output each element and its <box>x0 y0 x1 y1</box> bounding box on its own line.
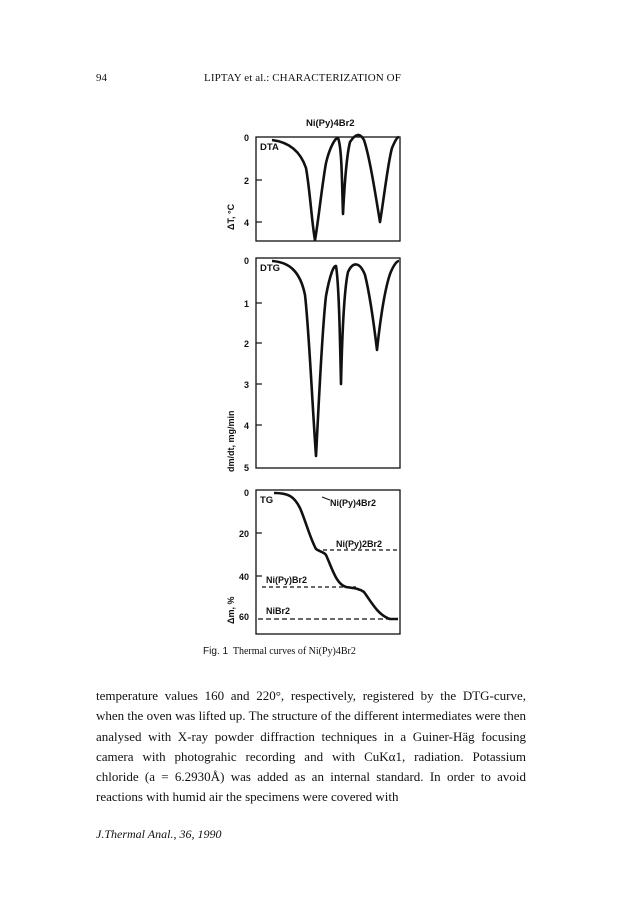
tg-curve <box>273 491 398 621</box>
dta-axis-label: ΔT, °C <box>226 203 236 230</box>
dtg-tick-0: 0 <box>244 256 249 266</box>
page-number: 94 <box>96 72 107 84</box>
figure-caption: Fig. 1 Thermal curves of Ni(Py)4Br2 <box>203 646 356 657</box>
dta-tick-0: 0 <box>244 133 249 143</box>
dta-panel-label: DTA <box>260 142 279 153</box>
dtg-tick-1: 1 <box>244 299 249 309</box>
tg-annotation-ni-py4-br2: Ni(Py)4Br2 <box>330 498 376 508</box>
dtg-tick-5: 5 <box>244 463 249 473</box>
tg-annotation-nibr2: NiBr2 <box>266 606 290 616</box>
dtg-axis-label: dm/dt, mg/min <box>226 411 236 473</box>
dtg-tick-2: 2 <box>244 339 249 349</box>
tg-panel-label: TG <box>260 495 273 506</box>
tg-tick-0: 0 <box>244 488 249 498</box>
figure-caption-text: Thermal curves of Ni(Py)4Br2 <box>232 646 356 657</box>
dta-tick-2: 2 <box>244 176 249 186</box>
dtg-frame <box>255 257 401 469</box>
dta-panel: DTA 0 2 4 ΔT, °C <box>226 133 401 242</box>
tg-annotation-ni-py2-br2: Ni(Py)2Br2 <box>336 539 382 549</box>
dtg-panel-label: DTG <box>260 263 280 274</box>
running-title: LIPTAY et al.: CHARACTERIZATION OF <box>204 72 401 84</box>
dtg-curve <box>271 259 400 458</box>
dta-curve <box>271 133 400 242</box>
tg-annotation-ni-py-br2: Ni(Py)Br2 <box>266 575 307 585</box>
tg-tick-20: 20 <box>239 529 249 539</box>
tg-tick-40: 40 <box>239 572 249 582</box>
tg-frame <box>255 489 401 635</box>
dtg-tick-4: 4 <box>244 421 249 431</box>
figure-caption-label: Fig. 1 <box>203 646 229 657</box>
dta-tick-4: 4 <box>244 218 249 228</box>
journal-footer: J.Thermal Anal., 36, 1990 <box>96 827 222 841</box>
dtg-tick-3: 3 <box>244 380 249 390</box>
tg-tick-60: 60 <box>239 612 249 622</box>
tg-panel: TG 0 20 40 60 Δm, % Ni(Py)4Br2 Ni(Py)2Br… <box>226 488 401 635</box>
tg-axis-label: Δm, % <box>226 597 236 624</box>
body-paragraph: temperature values 160 and 220°, respect… <box>96 688 526 805</box>
figure-compound-label: Ni(Py)4Br2 <box>306 118 355 129</box>
dtg-panel: DTG 0 1 2 3 4 5 dm/dt, mg/min <box>226 256 401 473</box>
dta-frame <box>255 136 401 242</box>
body-text: temperature values 160 and 220°, respect… <box>96 686 526 808</box>
